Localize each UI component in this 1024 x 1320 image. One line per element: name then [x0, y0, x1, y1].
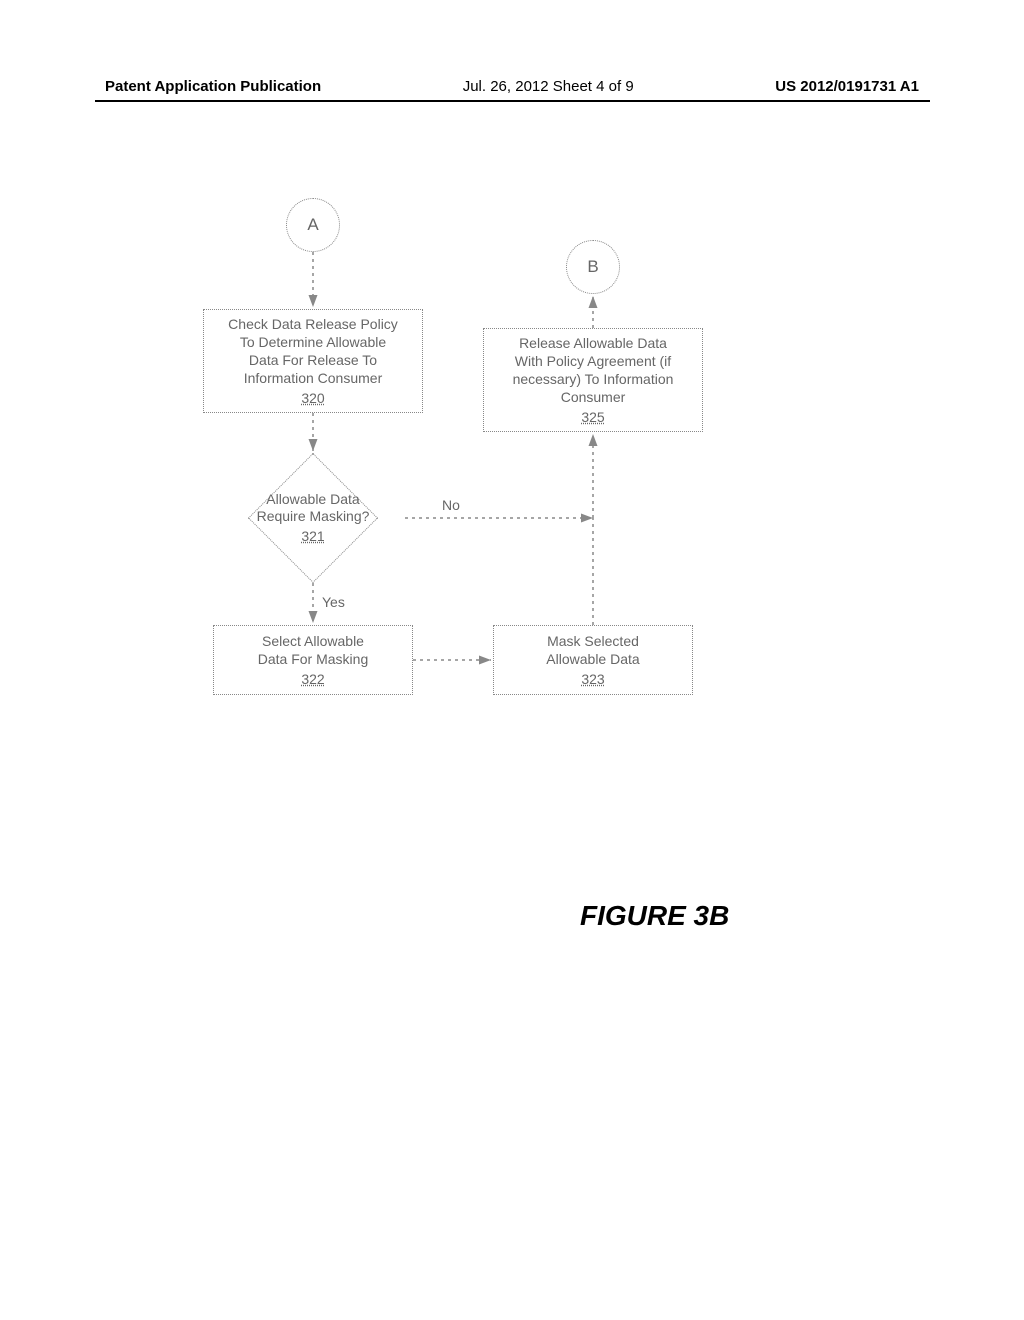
node-322-line1: Select Allowable: [262, 632, 364, 650]
node-320: Check Data Release Policy To Determine A…: [203, 309, 423, 413]
node-325: Release Allowable Data With Policy Agree…: [483, 328, 703, 432]
node-321-line2: Require Masking?: [257, 508, 370, 526]
node-325-line2: With Policy Agreement (if: [515, 352, 671, 370]
header-right: US 2012/0191731 A1: [775, 78, 919, 95]
node-320-line3: Data For Release To: [249, 351, 377, 369]
node-325-line1: Release Allowable Data: [519, 334, 667, 352]
node-321: Allowable Data Require Masking? 321: [221, 453, 405, 583]
node-322-line2: Data For Masking: [258, 650, 368, 668]
header-left: Patent Application Publication: [105, 78, 321, 95]
node-321-ref: 321: [301, 528, 324, 546]
node-323: Mask Selected Allowable Data 323: [493, 625, 693, 695]
node-325-ref: 325: [581, 408, 604, 426]
connector-b-label: B: [587, 257, 598, 277]
connector-a-label: A: [307, 215, 318, 235]
figure-title-text: FIGURE 3B: [580, 900, 729, 931]
node-320-ref: 320: [301, 389, 324, 407]
node-320-line2: To Determine Allowable: [240, 333, 386, 351]
edge-no-text: No: [442, 497, 460, 513]
header-mid: Jul. 26, 2012 Sheet 4 of 9: [463, 78, 634, 95]
node-322: Select Allowable Data For Masking 322: [213, 625, 413, 695]
connector-b: B: [566, 240, 620, 294]
node-320-line4: Information Consumer: [244, 369, 383, 387]
node-325-line3: necessary) To Information: [513, 370, 674, 388]
flowchart: A B Check Data Release Policy To Determi…: [0, 180, 1024, 880]
header-rule: [95, 100, 930, 102]
connector-a: A: [286, 198, 340, 252]
figure-title: FIGURE 3B: [580, 900, 729, 932]
node-320-line1: Check Data Release Policy: [228, 315, 398, 333]
edge-label-yes: Yes: [322, 594, 345, 610]
edge-yes-text: Yes: [322, 594, 345, 610]
page-header: Patent Application Publication Jul. 26, …: [0, 78, 1024, 95]
node-323-ref: 323: [581, 670, 604, 688]
node-322-ref: 322: [301, 670, 324, 688]
node-325-line4: Consumer: [561, 388, 626, 406]
flow-arrows: [0, 180, 1024, 880]
edge-label-no: No: [442, 497, 460, 513]
node-323-line1: Mask Selected: [547, 632, 639, 650]
node-321-line1: Allowable Data: [266, 491, 359, 509]
node-323-line2: Allowable Data: [546, 650, 639, 668]
